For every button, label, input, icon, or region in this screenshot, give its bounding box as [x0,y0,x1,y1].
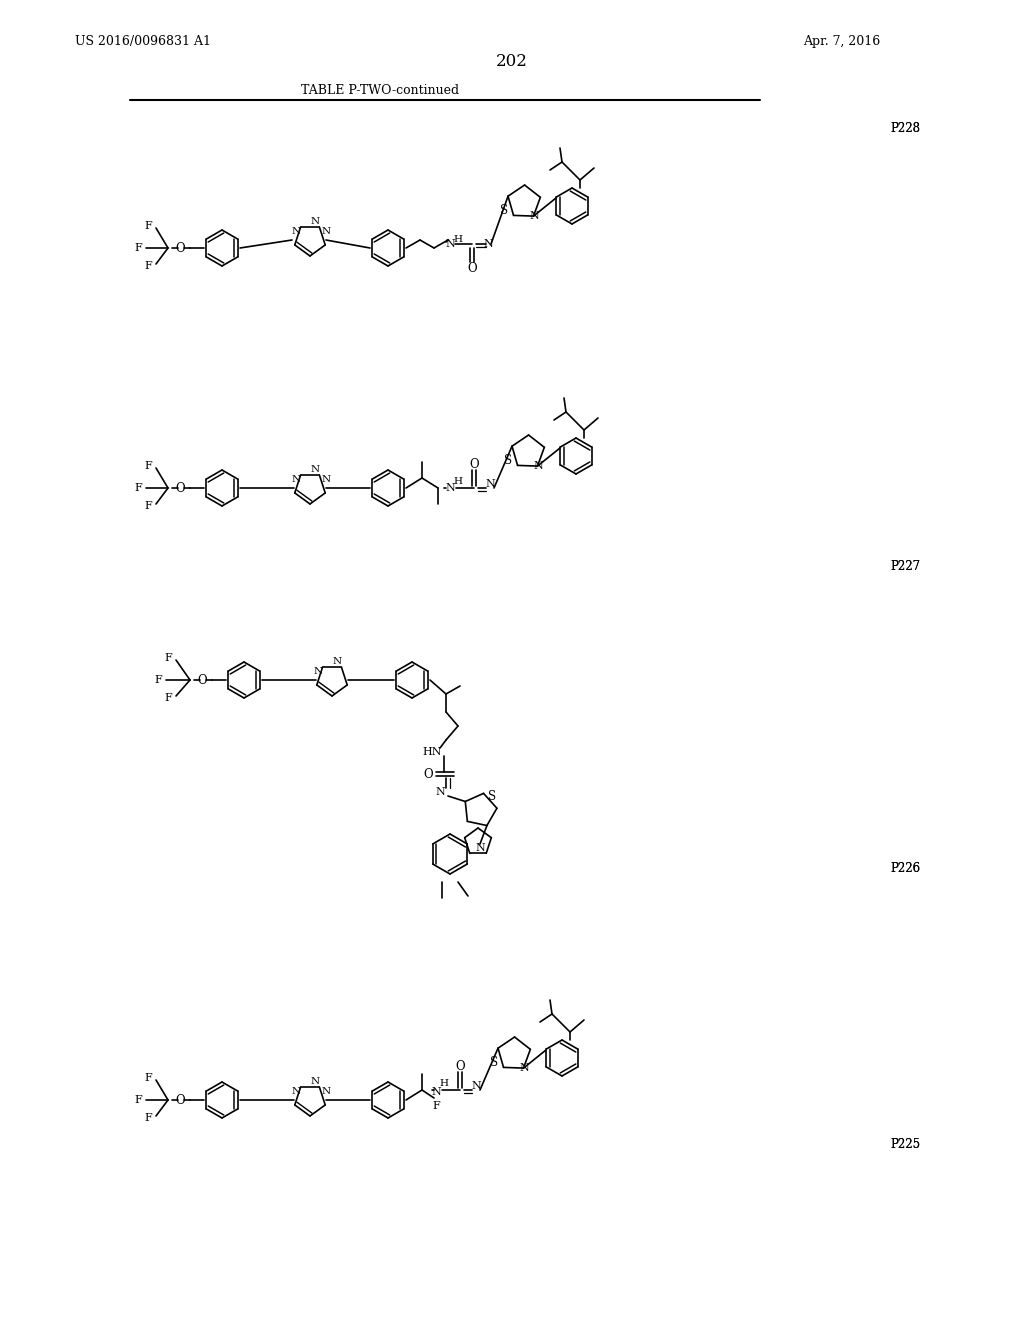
Text: HN: HN [422,747,441,756]
Text: S: S [500,203,508,216]
Text: N: N [310,466,319,474]
Text: O: O [423,767,433,780]
Text: F: F [432,1101,440,1111]
Text: N: N [310,218,319,227]
Text: N: N [435,787,444,797]
Text: O: O [467,261,477,275]
Text: O: O [175,482,184,495]
Text: P227: P227 [890,561,921,573]
Text: N: N [534,461,543,471]
Text: F: F [144,1073,152,1082]
Text: H: H [454,478,463,487]
Text: P226: P226 [890,862,921,874]
Text: N: N [471,1081,481,1092]
Text: N: N [313,668,323,676]
Text: P225: P225 [890,1138,921,1151]
Text: N: N [445,483,455,492]
Text: N: N [292,475,301,484]
Text: N: N [485,479,495,488]
Text: F: F [134,483,142,492]
Text: P228: P228 [890,123,920,136]
Text: P225: P225 [890,1138,921,1151]
Text: F: F [164,693,172,704]
Text: S: S [488,789,496,803]
Text: O: O [456,1060,465,1072]
Text: Apr. 7, 2016: Apr. 7, 2016 [803,36,880,49]
Text: N: N [445,239,455,249]
Text: H: H [454,235,463,244]
Text: N: N [322,1088,331,1097]
Text: S: S [489,1056,498,1068]
Text: F: F [144,1113,152,1123]
Text: O: O [175,242,184,255]
Text: N: N [322,227,331,236]
Text: N: N [292,1088,301,1097]
Text: 202: 202 [496,54,528,70]
Text: US 2016/0096831 A1: US 2016/0096831 A1 [75,36,211,49]
Text: F: F [155,675,162,685]
Text: O: O [469,458,479,470]
Text: S: S [504,454,512,466]
Text: F: F [144,220,152,231]
Text: O: O [198,673,207,686]
Text: P226: P226 [890,862,921,874]
Text: N: N [483,239,493,249]
Text: F: F [134,243,142,253]
Text: F: F [164,653,172,663]
Text: F: F [144,461,152,471]
Text: F: F [144,502,152,511]
Text: O: O [175,1093,184,1106]
Text: N: N [310,1077,319,1086]
Text: P228: P228 [890,123,920,136]
Text: N: N [292,227,301,236]
Text: N: N [529,211,539,220]
Text: H: H [439,1080,449,1089]
Text: N: N [333,657,342,667]
Text: N: N [519,1063,528,1073]
Text: N: N [322,475,331,484]
Text: F: F [134,1096,142,1105]
Text: P227: P227 [890,561,921,573]
Text: F: F [144,261,152,271]
Text: N: N [431,1086,441,1097]
Text: N: N [475,843,485,853]
Text: TABLE P-TWO-continued: TABLE P-TWO-continued [301,83,459,96]
